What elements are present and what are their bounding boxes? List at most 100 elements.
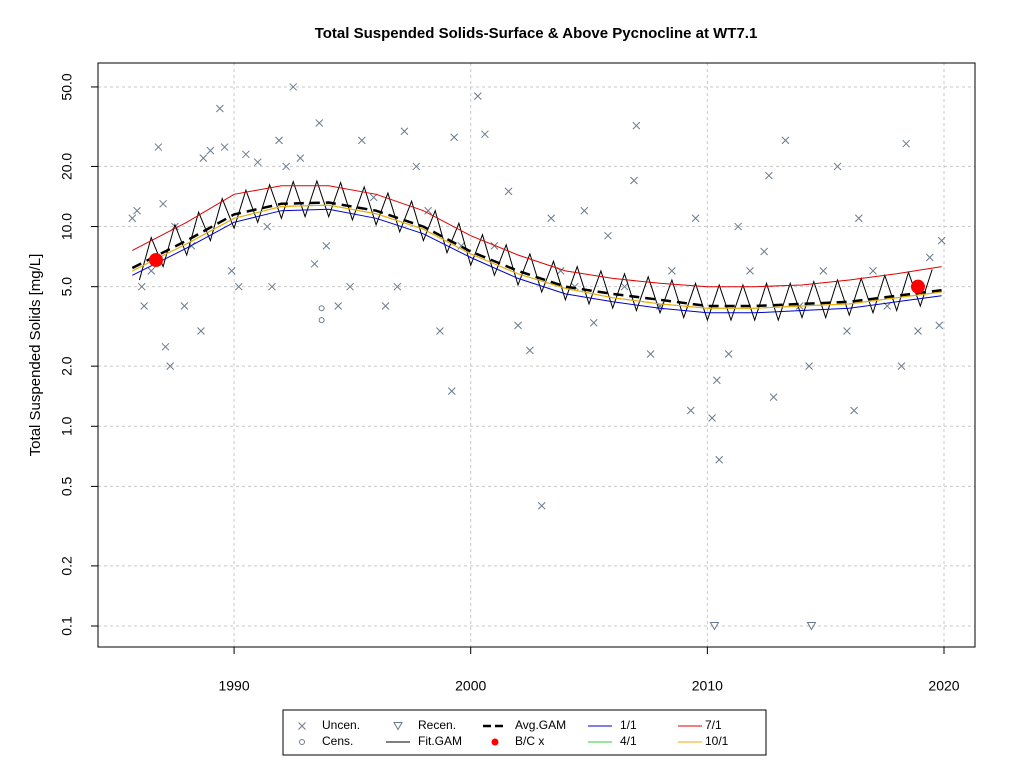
- data-point: [253, 158, 262, 167]
- legend-label: Fit.GAM: [418, 734, 462, 748]
- x-marker: [715, 455, 724, 464]
- x-marker: [268, 282, 276, 291]
- data-point: [769, 393, 778, 401]
- data-point: [604, 231, 612, 240]
- data-point: [199, 154, 208, 163]
- data-point: [914, 327, 922, 335]
- x-marker: [712, 376, 721, 385]
- data-point: [206, 146, 215, 155]
- data-point: [580, 206, 589, 215]
- x-marker: [668, 267, 676, 275]
- data-point: [708, 414, 716, 422]
- x-marker: [620, 282, 629, 291]
- x-tick-label: 2000: [455, 678, 486, 694]
- data-point: [504, 187, 513, 196]
- data-point: [322, 242, 331, 250]
- x-marker: [400, 127, 409, 136]
- series-line: [138, 179, 933, 322]
- data-point: [180, 302, 189, 310]
- y-tick-label: 0.2: [59, 556, 75, 576]
- x-marker: [199, 154, 208, 163]
- data-point: [346, 282, 354, 291]
- legend-item: Recen.: [393, 718, 456, 732]
- x-tick-label: 1990: [218, 678, 249, 694]
- x-marker: [490, 242, 499, 250]
- triangle-marker: [806, 622, 817, 631]
- x-marker: [447, 387, 456, 395]
- legend-item: 1/1: [588, 718, 637, 732]
- data-point: [765, 171, 773, 180]
- data-point: [925, 253, 934, 262]
- data-point: [424, 206, 432, 215]
- x-marker: [154, 143, 163, 151]
- x-marker: [227, 267, 236, 275]
- data-point: [902, 139, 910, 148]
- x-marker: [133, 206, 141, 215]
- x-marker: [708, 414, 716, 422]
- data-point: [447, 387, 456, 395]
- data-point: [393, 282, 402, 291]
- x-marker: [242, 150, 250, 159]
- data-point: [843, 327, 851, 335]
- x-marker: [902, 139, 910, 148]
- data-point: [686, 406, 695, 415]
- x-marker: [473, 92, 482, 100]
- data-point: [746, 267, 754, 275]
- data-point: [400, 127, 409, 136]
- x-marker: [206, 146, 215, 155]
- data-point: [724, 350, 733, 358]
- legend-label: 4/1: [620, 734, 637, 748]
- data-point: [709, 622, 720, 631]
- data-point: [646, 350, 655, 358]
- x-marker: [296, 154, 305, 163]
- legend-item: 7/1: [678, 718, 722, 732]
- circle-marker: [318, 305, 325, 312]
- y-tick-label: 0.5: [59, 476, 75, 496]
- data-point: [819, 267, 828, 275]
- data-point: [166, 362, 175, 371]
- legend-label: 10/1: [705, 734, 729, 748]
- x-marker: [914, 327, 922, 335]
- data-point: [935, 321, 944, 330]
- legend-box: [282, 709, 767, 756]
- data-point: [481, 130, 489, 139]
- x-marker: [436, 327, 444, 335]
- data-point: [197, 327, 205, 335]
- data-point: [159, 199, 167, 208]
- legend-item: Fit.GAM: [386, 734, 462, 748]
- data-point: [412, 162, 421, 171]
- x-marker: [843, 327, 851, 335]
- data-point: [298, 722, 306, 730]
- x-marker: [850, 406, 858, 415]
- data-point: [869, 267, 877, 275]
- x-marker: [869, 267, 877, 275]
- y-tick-label: 5.0: [59, 277, 75, 297]
- x-marker: [369, 193, 378, 202]
- data-point: [734, 222, 742, 231]
- legend-item: 10/1: [678, 734, 729, 748]
- legend-item: B/C x: [491, 734, 544, 748]
- x-marker: [381, 302, 390, 310]
- x-marker: [424, 206, 432, 215]
- x-marker: [760, 247, 769, 256]
- series-line: [132, 185, 942, 288]
- legend-label: Cens.: [322, 734, 353, 748]
- data-point: [850, 406, 858, 415]
- data-point: [282, 162, 290, 171]
- x-marker: [481, 130, 489, 139]
- data-point: [315, 119, 324, 127]
- x-marker: [282, 162, 290, 171]
- bc-point: [491, 738, 499, 746]
- data-point: [275, 136, 283, 145]
- x-marker: [310, 260, 319, 268]
- circle-marker: [318, 317, 325, 324]
- data-point: [296, 154, 305, 163]
- data-point: [220, 143, 229, 151]
- data-point: [436, 327, 444, 335]
- legend-label: B/C x: [515, 734, 544, 748]
- x-marker: [298, 722, 306, 730]
- data-point: [806, 622, 817, 631]
- x-marker: [514, 321, 522, 330]
